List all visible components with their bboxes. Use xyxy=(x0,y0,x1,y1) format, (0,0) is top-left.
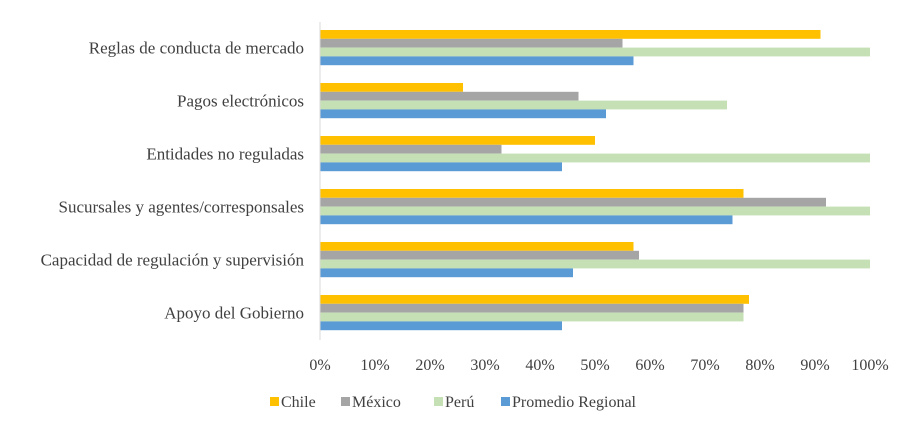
bar-peru-entidades-no-reguladas xyxy=(320,153,870,163)
x-tick-label: 50% xyxy=(580,357,609,374)
legend-label-mexico: México xyxy=(352,394,401,411)
x-tick-label: 40% xyxy=(525,357,554,374)
x-tick-label: 80% xyxy=(745,357,774,374)
x-tick-label: 20% xyxy=(415,357,444,374)
legend-label-peru: Perú xyxy=(445,394,474,411)
x-tick-label: 90% xyxy=(800,357,829,374)
bar-chile-sucursales-y-agentes-corresponsales xyxy=(320,189,744,198)
legend: Chile México Perú Promedio Regional xyxy=(270,394,637,411)
bar-peru-capacidad-de-regulacion-y-supervision xyxy=(320,259,870,269)
bar-promedio-regional-entidades-no-reguladas xyxy=(320,162,562,172)
bar-peru-apoyo-del-gobierno xyxy=(320,312,744,322)
bar-chile-apoyo-del-gobierno xyxy=(320,295,749,304)
category-label: Sucursales y agentes/corresponsales xyxy=(59,198,304,217)
legend-swatch-peru xyxy=(434,397,443,406)
x-tick-label: 60% xyxy=(635,357,664,374)
bar-promedio-regional-reglas-de-conducta-de-mercado xyxy=(320,56,634,66)
x-tick-label: 70% xyxy=(690,357,719,374)
x-tick-label: 10% xyxy=(360,357,389,374)
bar-mexico-reglas-de-conducta-de-mercado xyxy=(320,38,623,48)
bar-promedio-regional-apoyo-del-gobierno xyxy=(320,321,562,331)
bar-mexico-capacidad-de-regulacion-y-supervision xyxy=(320,250,639,260)
bar-chile-entidades-no-reguladas xyxy=(320,136,595,145)
bar-chile-pagos-electronicos xyxy=(320,83,463,92)
category-labels: Reglas de conducta de mercado Pagos elect… xyxy=(41,39,305,323)
legend-swatch-chile xyxy=(270,397,279,406)
bar-mexico-apoyo-del-gobierno xyxy=(320,303,744,313)
bars-layer xyxy=(320,30,870,331)
x-tick-labels: 0% 10% 20% 30% 40% 50% 60% 70% 80% 90% 100% xyxy=(309,357,888,374)
legend-label-chile: Chile xyxy=(281,394,316,411)
bar-promedio-regional-capacidad-de-regulacion-y-supervision xyxy=(320,268,573,278)
bar-peru-reglas-de-conducta-de-mercado xyxy=(320,47,870,57)
bar-mexico-pagos-electronicos xyxy=(320,91,579,101)
legend-swatch-promedio-regional xyxy=(501,397,510,406)
category-label: Capacidad de regulación y supervisión xyxy=(41,251,305,270)
bar-mexico-entidades-no-reguladas xyxy=(320,144,502,154)
legend-swatch-mexico xyxy=(341,397,350,406)
bar-chile-capacidad-de-regulacion-y-supervision xyxy=(320,242,634,251)
category-label: Reglas de conducta de mercado xyxy=(89,39,304,58)
category-label: Apoyo del Gobierno xyxy=(164,304,304,323)
category-label: Entidades no reguladas xyxy=(146,145,304,164)
bar-promedio-regional-sucursales-y-agentes-corresponsales xyxy=(320,215,733,225)
bar-peru-sucursales-y-agentes-corresponsales xyxy=(320,206,870,216)
category-label: Pagos electrónicos xyxy=(177,92,304,111)
x-tick-label: 0% xyxy=(309,357,330,374)
x-tick-label: 100% xyxy=(851,357,888,374)
x-tick-label: 30% xyxy=(470,357,499,374)
bar-chile-reglas-de-conducta-de-mercado xyxy=(320,30,821,39)
legend-label-promedio-regional: Promedio Regional xyxy=(512,394,637,411)
bar-promedio-regional-pagos-electronicos xyxy=(320,109,606,119)
bar-mexico-sucursales-y-agentes-corresponsales xyxy=(320,197,826,207)
bar-peru-pagos-electronicos xyxy=(320,100,727,110)
